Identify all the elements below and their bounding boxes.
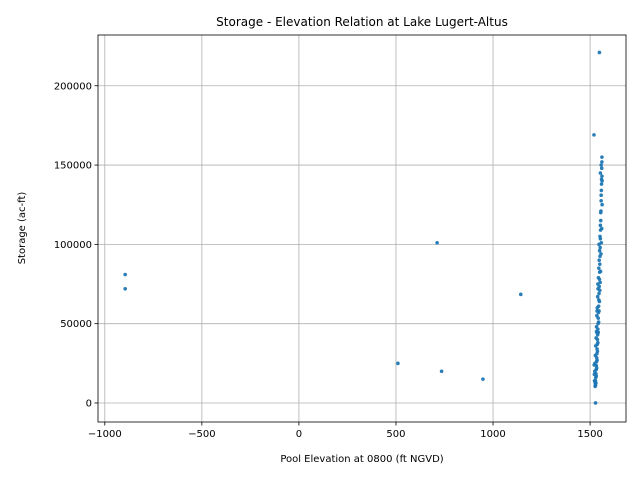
data-point xyxy=(593,344,598,348)
data-point xyxy=(439,369,444,374)
data-point xyxy=(596,275,601,280)
data-point xyxy=(594,366,599,370)
data-point xyxy=(597,288,602,293)
data-point xyxy=(598,218,603,223)
data-points xyxy=(123,50,604,405)
data-point xyxy=(597,258,602,263)
grid-lines xyxy=(98,35,626,422)
data-point xyxy=(599,226,604,231)
chart-title: Storage - Elevation Relation at Lake Lug… xyxy=(216,15,508,29)
data-point xyxy=(599,198,603,203)
data-point xyxy=(597,248,602,253)
data-point xyxy=(595,349,600,354)
data-point xyxy=(599,252,603,256)
data-point xyxy=(593,353,598,358)
x-tick-label: 0 xyxy=(296,429,302,440)
data-point xyxy=(599,193,603,197)
data-point xyxy=(599,166,604,171)
data-point xyxy=(595,331,600,335)
axis-ticks: −1000 −500 0 500 1000 1500 0 50000 100000 150000 2… xyxy=(54,81,603,440)
y-tick-label: 0 xyxy=(86,398,92,409)
data-point xyxy=(597,299,602,304)
data-point xyxy=(598,171,603,175)
data-point xyxy=(600,160,604,164)
data-point xyxy=(592,363,596,367)
x-tick-label: 500 xyxy=(386,429,405,440)
data-point xyxy=(597,262,602,266)
data-point xyxy=(597,242,601,247)
data-point xyxy=(596,282,600,286)
y-tick-label: 50000 xyxy=(60,319,92,330)
x-tick-label: 1000 xyxy=(480,429,505,440)
data-point xyxy=(481,377,485,381)
data-point xyxy=(123,272,127,277)
data-point xyxy=(595,358,599,362)
data-point xyxy=(592,372,597,377)
data-point xyxy=(595,309,599,313)
data-point xyxy=(595,294,600,299)
plot-area-background xyxy=(98,35,626,422)
data-point xyxy=(598,234,602,239)
y-tick-label: 200000 xyxy=(54,81,92,92)
data-point xyxy=(598,245,602,250)
data-point xyxy=(597,266,601,270)
plot-frame xyxy=(97,34,627,423)
data-point xyxy=(598,223,603,228)
data-point xyxy=(593,383,598,388)
data-point xyxy=(593,380,597,385)
data-point xyxy=(592,133,596,137)
data-point xyxy=(595,313,599,318)
data-point xyxy=(600,179,604,183)
data-point xyxy=(592,369,597,374)
data-point xyxy=(600,202,604,207)
x-axis-label: Pool Elevation at 0800 (ft NGVD) xyxy=(280,454,443,465)
data-point xyxy=(595,306,600,310)
data-point xyxy=(598,210,603,215)
data-point xyxy=(597,50,602,55)
x-tick-label: 1500 xyxy=(577,429,602,440)
data-point xyxy=(596,320,601,324)
data-point xyxy=(396,361,400,366)
data-point xyxy=(600,174,604,178)
data-point xyxy=(599,182,604,186)
data-point xyxy=(600,155,604,159)
x-tick-label: −500 xyxy=(188,429,215,440)
data-point xyxy=(599,188,604,193)
data-point xyxy=(597,291,601,296)
x-tick-label: −1000 xyxy=(88,429,122,440)
data-point xyxy=(593,401,598,405)
data-point xyxy=(598,269,603,274)
data-point xyxy=(596,340,600,345)
y-tick-label: 150000 xyxy=(54,161,92,172)
y-tick-label: 100000 xyxy=(54,240,92,251)
data-point xyxy=(594,336,598,340)
data-point xyxy=(518,292,523,297)
data-point xyxy=(123,286,127,291)
data-point xyxy=(435,240,439,245)
data-point xyxy=(594,325,599,329)
data-point xyxy=(599,163,603,167)
y-axis-label: Storage (ac-ft) xyxy=(17,192,28,265)
